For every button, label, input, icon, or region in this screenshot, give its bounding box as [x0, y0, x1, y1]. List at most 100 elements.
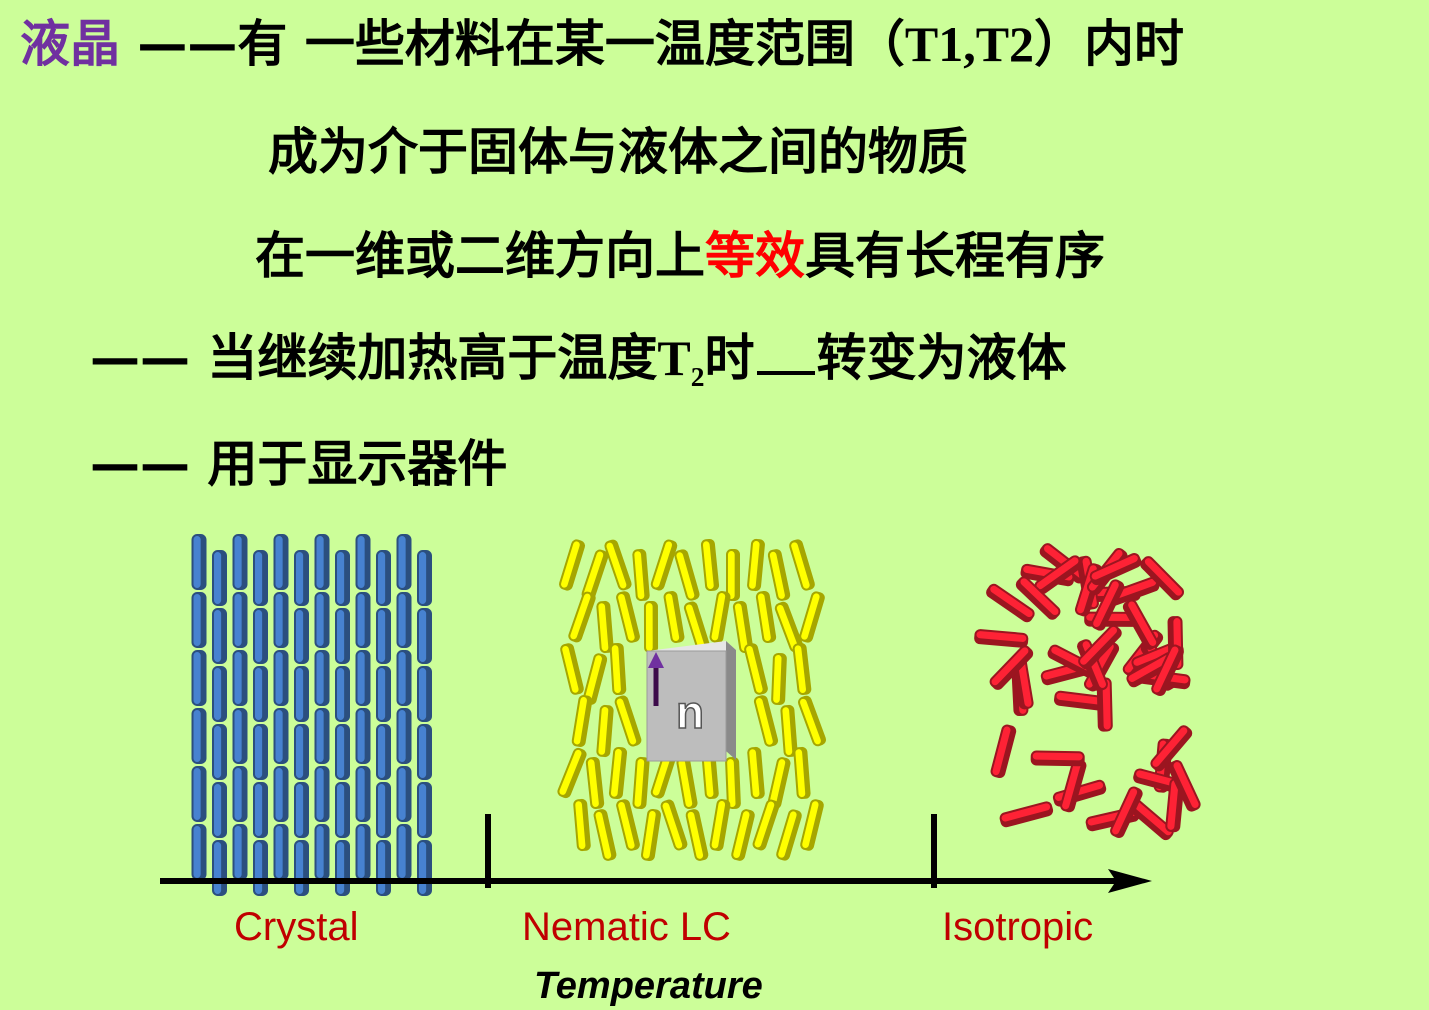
- crystal-molecules: [191, 534, 432, 896]
- molecule-rod: [774, 601, 804, 653]
- molecule-rod: [314, 766, 330, 822]
- molecule-rod: [674, 549, 700, 601]
- molecule-rod: [335, 782, 350, 838]
- molecule-rod: [396, 650, 412, 706]
- director-arrowhead-icon: [648, 652, 664, 668]
- axis-arrow-icon: [1108, 869, 1152, 893]
- molecule-rod: [212, 724, 227, 780]
- molecule-rod: [396, 766, 412, 822]
- molecule-rod: [294, 724, 309, 780]
- molecule-rod: [632, 548, 650, 602]
- molecule-rod: [767, 549, 791, 601]
- director-box: n: [646, 641, 736, 762]
- molecule-rod: [593, 809, 617, 861]
- molecule-rod: [376, 550, 391, 606]
- bullet-dash: ——: [90, 329, 190, 387]
- molecule-rod: [191, 824, 207, 880]
- molecule-rod: [314, 650, 330, 706]
- molecule-rod: [335, 840, 350, 896]
- molecule-rod: [731, 809, 755, 861]
- axis-label-temperature: Temperature: [534, 965, 763, 1007]
- molecule-rod: [417, 666, 432, 722]
- temperature-range: T1,T2: [904, 16, 1035, 72]
- molecule-rod: [1034, 555, 1083, 595]
- molecule-rod: [294, 608, 309, 664]
- molecule-rod: [314, 708, 330, 764]
- molecule-rod: [376, 666, 391, 722]
- molecule-rod: [294, 666, 309, 722]
- nematic-molecules: [557, 538, 827, 862]
- molecule-rod: [1078, 624, 1122, 670]
- emphasis-text: 等效: [705, 227, 805, 285]
- molecule-rod: [989, 645, 1034, 690]
- molecule-rod: [273, 534, 289, 590]
- molecule-rod: [396, 824, 412, 880]
- molecule-rod: [232, 824, 248, 880]
- molecule-rod: [990, 724, 1017, 779]
- molecule-rod: [573, 798, 591, 852]
- phase-label-nematic: Nematic LC: [522, 905, 731, 949]
- molecule-rod: [376, 608, 391, 664]
- molecule-rod: [792, 642, 812, 696]
- molecule-rod: [1150, 725, 1193, 772]
- molecule-rod: [335, 724, 350, 780]
- molecule-rod: [417, 840, 432, 896]
- phase-label-isotropic: Isotropic: [942, 905, 1093, 949]
- molecule-rod: [355, 708, 371, 764]
- molecule-rod: [614, 695, 642, 747]
- molecule-rod: [417, 550, 432, 606]
- molecule-rod: [191, 708, 207, 764]
- molecule-rod: [747, 538, 765, 592]
- definition-line-3: 在一维或二维方向上等效具有长程有序: [255, 227, 1105, 286]
- molecule-rod: [335, 550, 350, 606]
- molecule-rod: [396, 534, 412, 590]
- molecule-rod: [1151, 644, 1184, 697]
- molecule-rod: [780, 704, 798, 758]
- molecule-rod: [273, 708, 289, 764]
- molecule-rod: [585, 756, 605, 810]
- molecule-rod: [609, 642, 627, 696]
- molecule-rod: [417, 724, 432, 780]
- molecule-rod: [396, 708, 412, 764]
- phase-label-crystal: Crystal: [234, 905, 358, 949]
- molecule-rod: [1168, 760, 1201, 812]
- blank-underline: [756, 371, 815, 375]
- molecule-rod: [335, 666, 350, 722]
- definition-dash: ——: [137, 15, 238, 73]
- molecule-rod: [799, 591, 825, 643]
- molecule-rod: [212, 782, 227, 838]
- bullet-heating-mid: 时: [704, 329, 755, 387]
- molecule-rod: [294, 782, 309, 838]
- molecule-rod: [1127, 798, 1174, 841]
- molecule-rod: [755, 590, 777, 644]
- molecule-rod: [1030, 750, 1085, 767]
- molecule-rod: [294, 840, 309, 896]
- term-liquid-crystal: 液晶: [20, 15, 120, 73]
- molecule-rod: [273, 824, 289, 880]
- molecule-rod: [616, 591, 640, 643]
- molecule-rod: [747, 746, 765, 800]
- definition-text: 有 一些材料在某一温度范围: [237, 15, 855, 73]
- molecule-rod: [709, 799, 731, 851]
- molecule-rod: [560, 643, 584, 695]
- molecule-rod: [232, 534, 248, 590]
- molecule-rod: [1054, 690, 1109, 711]
- molecule-rod: [1015, 576, 1061, 620]
- molecule-rod: [1140, 556, 1184, 601]
- molecule-rod: [294, 550, 309, 606]
- molecule-rod: [700, 538, 720, 592]
- molecule-rod: [752, 799, 780, 851]
- temperature-axis: [160, 814, 1152, 893]
- molecule-rod: [232, 592, 248, 648]
- molecule-rod: [191, 534, 207, 590]
- molecule-rod: [604, 539, 632, 591]
- molecule-rod: [650, 539, 678, 591]
- molecule-rod: [568, 591, 596, 643]
- bullet-display: —— 用于显示器件: [90, 435, 507, 494]
- molecule-rod: [212, 550, 227, 606]
- molecule-rod: [789, 539, 815, 591]
- molecule-rod: [212, 608, 227, 664]
- molecule-rod: [212, 840, 227, 896]
- molecule-rod: [797, 695, 827, 747]
